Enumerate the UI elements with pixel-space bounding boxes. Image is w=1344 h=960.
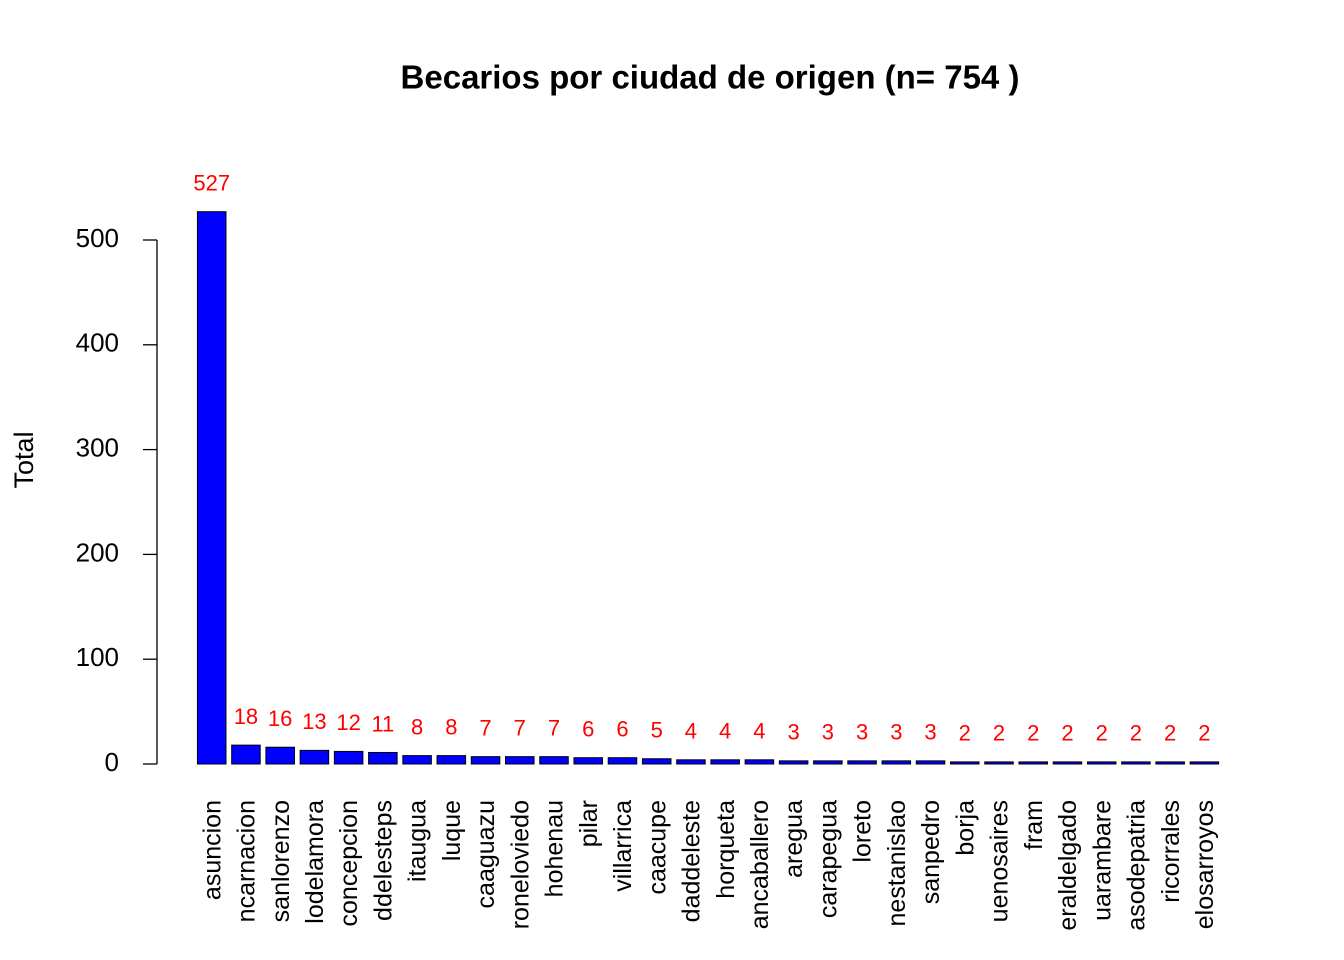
x-tick-label: hohenau: [541, 800, 569, 897]
value-label: 3: [822, 720, 834, 745]
value-label: 3: [856, 720, 868, 745]
value-label: 6: [582, 717, 594, 742]
y-tick-label: 500: [76, 223, 119, 253]
x-tick-label: ncarnacion: [233, 800, 261, 922]
x-tick-label: daddeleste: [678, 800, 706, 922]
value-label: 8: [411, 714, 423, 739]
x-tick-label: uenosaires: [986, 800, 1014, 922]
bar: [470, 756, 501, 765]
bar: [1121, 761, 1151, 765]
value-label: 5: [651, 718, 663, 743]
x-tick-label: pilar: [575, 800, 603, 847]
chart-title: Becarios por ciudad de origen (n= 754 ): [401, 59, 1020, 96]
x-tick-label: itaugua: [404, 800, 432, 882]
x-tick-label: roneloviedo: [506, 800, 534, 929]
x-tick-label: luque: [438, 800, 466, 861]
value-label: 7: [514, 715, 526, 740]
value-label: 6: [616, 717, 628, 742]
bar: [505, 756, 535, 765]
value-label: 11: [371, 711, 394, 736]
x-tick-label: ancaballero: [746, 800, 774, 929]
x-tick-label: uarambare: [1088, 800, 1116, 921]
bar: [1018, 761, 1048, 765]
bar: [231, 744, 261, 765]
x-tick-label: ddelesteps: [369, 800, 397, 921]
bar: [539, 756, 569, 765]
y-tick-label: 400: [76, 328, 119, 358]
value-label: 2: [1061, 721, 1073, 746]
y-axis-label: Total: [9, 431, 39, 488]
x-tick-label: concepcion: [335, 800, 363, 926]
value-label: 2: [959, 721, 971, 746]
bar: [847, 760, 877, 765]
bar: [641, 758, 672, 765]
x-tick-label: sanpedro: [917, 800, 945, 904]
bar: [881, 760, 912, 765]
value-label: 2: [1027, 721, 1039, 746]
value-label: 3: [788, 720, 800, 745]
x-tick-label: borja: [951, 800, 979, 856]
x-tick-label: loreto: [849, 800, 877, 863]
value-label: 4: [753, 719, 765, 744]
bar: [402, 755, 432, 765]
x-tick-label: asuncion: [198, 800, 226, 900]
bar: [710, 759, 740, 765]
bar: [368, 751, 398, 765]
value-label: 7: [548, 715, 560, 740]
x-tick-label: eraldelgado: [1054, 800, 1082, 931]
value-label: 2: [1164, 721, 1176, 746]
y-tick-label: 0: [105, 747, 119, 777]
y-tick-label: 100: [76, 642, 119, 672]
value-label: 12: [336, 710, 360, 735]
bar: [573, 757, 604, 765]
value-label: 13: [302, 709, 326, 734]
bar: [1189, 761, 1220, 765]
y-tick-label: 200: [76, 537, 119, 567]
x-tick-label: horqueta: [712, 800, 740, 899]
x-tick-label: caaguazu: [472, 800, 500, 908]
x-tick-label: lodelamora: [301, 800, 329, 924]
value-label: 2: [1198, 721, 1210, 746]
bar: [1052, 761, 1083, 765]
x-tick-label: asodepatria: [1123, 800, 1151, 931]
bar: [950, 761, 980, 765]
bar: [915, 760, 946, 765]
x-tick-label: sanlorenzo: [267, 800, 295, 922]
bar: [333, 750, 364, 765]
value-label: 2: [1130, 721, 1142, 746]
bar: [813, 760, 843, 765]
x-tick-label: nestanislao: [883, 800, 911, 926]
value-label: 7: [479, 715, 491, 740]
x-tick-label: caacupe: [643, 800, 671, 895]
x-tick-label: villarrica: [609, 800, 637, 892]
value-label: 16: [268, 706, 292, 731]
bar: [744, 759, 775, 765]
x-tick-label: ricorrales: [1157, 800, 1185, 903]
value-label: 527: [193, 171, 230, 196]
value-label: 4: [719, 719, 731, 744]
bar: [265, 746, 295, 765]
bar: [436, 755, 467, 765]
x-tick-label: carapegua: [814, 800, 842, 918]
bar: [984, 761, 1014, 765]
x-tick-label: elosarroyos: [1191, 800, 1219, 929]
value-label: 3: [924, 720, 936, 745]
value-label: 18: [234, 704, 258, 729]
bar: [299, 749, 330, 765]
bar: [1086, 761, 1117, 765]
bar: [196, 211, 227, 765]
y-tick-label: 300: [76, 432, 119, 462]
x-tick-label: fram: [1020, 800, 1048, 850]
value-label: 2: [1096, 721, 1108, 746]
value-label: 4: [685, 719, 697, 744]
x-tick-label: aregua: [780, 800, 808, 878]
bar: [1155, 761, 1185, 765]
value-label: 2: [993, 721, 1005, 746]
value-label: 3: [890, 720, 902, 745]
value-label: 8: [445, 714, 457, 739]
bar: [778, 760, 809, 765]
bar: [676, 759, 706, 765]
bar: [607, 757, 638, 765]
